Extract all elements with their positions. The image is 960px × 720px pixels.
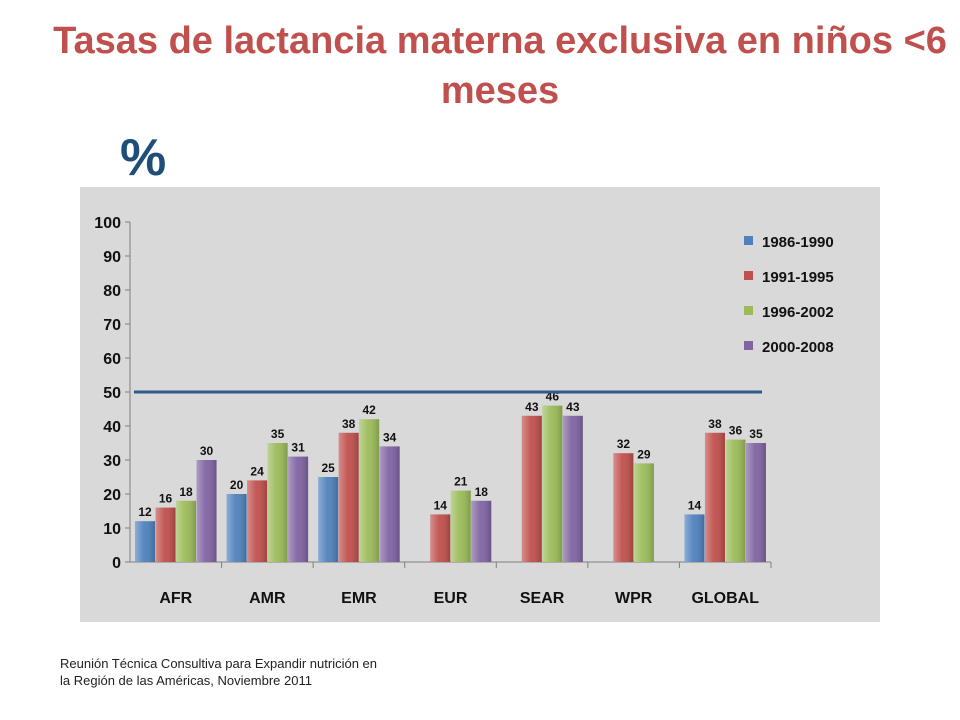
data-label: 14 bbox=[688, 498, 702, 512]
data-label: 16 bbox=[159, 492, 173, 506]
bar-shading bbox=[704, 432, 725, 562]
bar-shading bbox=[338, 432, 359, 562]
legend-label: 1996-2002 bbox=[762, 304, 834, 321]
x-tick-label: SEAR bbox=[520, 590, 565, 607]
bar-shading bbox=[379, 446, 400, 562]
legend-label: 2000-2008 bbox=[762, 339, 834, 356]
y-tick-label: 0 bbox=[112, 555, 121, 572]
bar-shading bbox=[450, 490, 471, 562]
data-label: 43 bbox=[525, 400, 539, 414]
bar-shading bbox=[613, 453, 634, 562]
y-tick-label: 50 bbox=[103, 385, 121, 402]
y-tick-label: 20 bbox=[103, 487, 121, 504]
bar-shading bbox=[745, 443, 766, 562]
data-label: 42 bbox=[362, 403, 376, 417]
y-tick-label: 100 bbox=[94, 215, 121, 232]
data-label: 31 bbox=[291, 441, 305, 455]
bar-shading bbox=[471, 500, 492, 562]
data-label: 38 bbox=[342, 417, 356, 431]
bar-shading bbox=[684, 514, 705, 562]
bar-shading bbox=[267, 443, 288, 562]
data-label: 18 bbox=[179, 485, 193, 499]
data-label: 38 bbox=[708, 417, 722, 431]
x-tick-label: EUR bbox=[434, 590, 468, 607]
data-label: 12 bbox=[138, 505, 152, 519]
bar-shading bbox=[135, 521, 156, 562]
legend-swatch bbox=[744, 271, 753, 280]
data-label: 20 bbox=[230, 478, 244, 492]
data-label: 29 bbox=[637, 447, 651, 461]
x-tick-label: AMR bbox=[249, 590, 286, 607]
bar-shading bbox=[247, 480, 268, 562]
y-tick-label: 10 bbox=[103, 521, 121, 538]
legend-swatch bbox=[744, 306, 753, 315]
y-unit-label: % bbox=[120, 129, 167, 187]
y-tick-label: 60 bbox=[103, 351, 121, 368]
x-tick-label: GLOBAL bbox=[691, 590, 759, 607]
bar-shading bbox=[542, 405, 563, 562]
legend-label: 1986-1990 bbox=[762, 234, 834, 251]
bar-shading bbox=[196, 460, 217, 562]
bar-shading bbox=[176, 500, 197, 562]
y-tick-label: 90 bbox=[103, 249, 121, 266]
data-label: 35 bbox=[271, 427, 285, 441]
bar-shading bbox=[155, 507, 176, 562]
data-label: 14 bbox=[434, 498, 448, 512]
source-footnote: Reunión Técnica Consultiva para Expandir… bbox=[60, 656, 378, 688]
data-label: 32 bbox=[617, 437, 631, 451]
y-tick-label: 40 bbox=[103, 419, 121, 436]
data-label: 35 bbox=[749, 427, 763, 441]
y-tick-label: 70 bbox=[103, 317, 121, 334]
bar-shading bbox=[633, 463, 654, 562]
data-label: 21 bbox=[454, 475, 468, 489]
bar-shading bbox=[521, 415, 542, 562]
data-label: 24 bbox=[250, 464, 264, 478]
bar-shading bbox=[562, 415, 583, 562]
data-label: 18 bbox=[475, 485, 489, 499]
bar-shading bbox=[359, 419, 380, 562]
y-tick-label: 30 bbox=[103, 453, 121, 470]
x-tick-label: WPR bbox=[615, 590, 653, 607]
data-label: 30 bbox=[200, 444, 214, 458]
bar-shading bbox=[318, 477, 339, 562]
legend-swatch bbox=[744, 236, 753, 245]
y-tick-label: 80 bbox=[103, 283, 121, 300]
bar-shading bbox=[430, 514, 451, 562]
bar-chart: 0 10 20 30 40 50 60 70 80 90 100 AFR AMR EMR EUR SEAR WP… bbox=[94, 215, 834, 607]
data-label: 43 bbox=[566, 400, 580, 414]
data-label: 25 bbox=[321, 461, 335, 475]
x-tick-label: AFR bbox=[159, 590, 192, 607]
x-tick-label: EMR bbox=[341, 590, 377, 607]
bar-shading bbox=[725, 439, 746, 562]
data-label: 34 bbox=[383, 430, 397, 444]
legend-label: 1991-1995 bbox=[762, 269, 834, 286]
bar-shading bbox=[288, 456, 309, 562]
chart-panel: 0 10 20 30 40 50 60 70 80 90 100 AFR AMR EMR EUR SEAR WP… bbox=[80, 187, 880, 622]
bar-shading bbox=[226, 494, 247, 562]
data-label: 36 bbox=[729, 424, 743, 438]
chart-title: Tasas de lactancia materna exclusiva en … bbox=[53, 20, 947, 112]
legend-swatch bbox=[744, 341, 753, 350]
